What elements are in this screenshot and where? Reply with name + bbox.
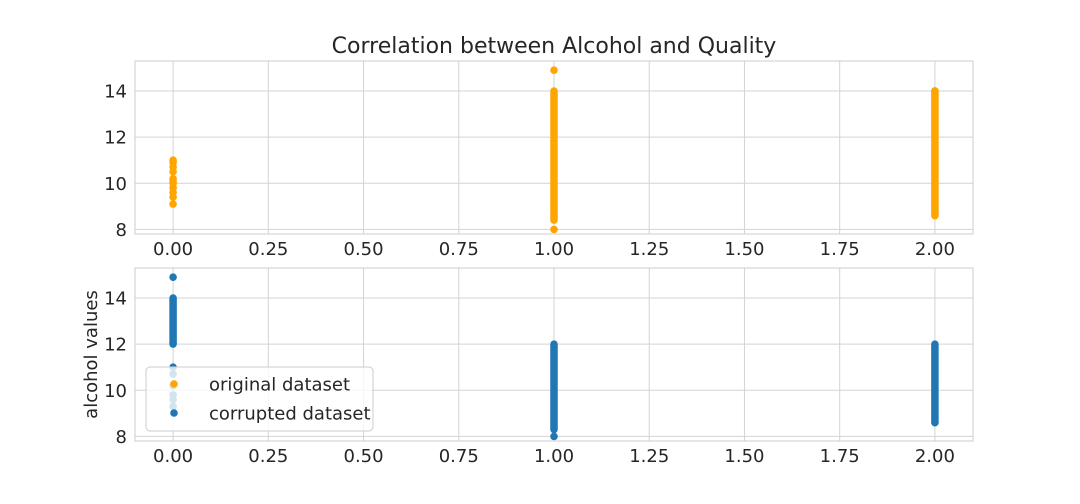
series-original-dataset bbox=[169, 66, 939, 234]
data-point bbox=[550, 432, 558, 441]
x-tick-label: 0.75 bbox=[439, 446, 479, 467]
chart-title: Correlation between Alcohol and Quality bbox=[332, 34, 777, 59]
x-tick-label: 1.75 bbox=[820, 446, 860, 467]
data-point bbox=[169, 200, 177, 208]
legend-marker bbox=[170, 380, 178, 388]
y-tick-label: 12 bbox=[104, 335, 127, 356]
legend-marker bbox=[170, 409, 178, 417]
plot-frame bbox=[134, 60, 974, 235]
x-tick-label: 0.25 bbox=[248, 446, 288, 467]
y-tick-label: 12 bbox=[104, 128, 127, 149]
panel-top: 0.00 0.25 0.50 0.75 1.00 1.25 1.50 1.75 2.00 8 10 1… bbox=[104, 60, 974, 260]
panels-layer: 0.00 0.25 0.50 0.75 1.00 1.25 1.50 1.75 2.00 8 10 1… bbox=[81, 60, 974, 467]
data-point bbox=[169, 273, 177, 282]
x-tick-label: 1.00 bbox=[534, 446, 574, 467]
x-tick-label: 0.00 bbox=[153, 446, 193, 467]
y-tick-label: 10 bbox=[104, 381, 127, 402]
data-point bbox=[169, 174, 177, 183]
data-point bbox=[550, 225, 558, 234]
x-tick-label: 1.50 bbox=[724, 446, 764, 467]
y-tick-label: 14 bbox=[104, 288, 127, 309]
x-tick-label: 0.50 bbox=[344, 239, 384, 260]
data-point bbox=[169, 156, 177, 164]
y-tick-label: 10 bbox=[104, 174, 127, 195]
data-point bbox=[550, 66, 558, 75]
data-point bbox=[931, 87, 939, 95]
legend-label: original dataset bbox=[209, 375, 350, 396]
y-tick-label: 8 bbox=[116, 220, 127, 241]
panel-bottom: 0.00 0.25 0.50 0.75 1.00 1.25 1.50 1.75 2.00 8 10 1… bbox=[81, 267, 974, 467]
y-tick-label: 14 bbox=[104, 81, 127, 102]
data-point bbox=[931, 418, 939, 427]
plot-frame bbox=[134, 267, 974, 442]
data-point bbox=[931, 211, 939, 220]
x-tick-label: 2.00 bbox=[915, 239, 955, 260]
y-axis-label: alcohol values bbox=[81, 290, 102, 419]
y-tick-label: 8 bbox=[116, 427, 127, 448]
x-tick-label: 1.25 bbox=[629, 446, 669, 467]
x-tick-label: 1.50 bbox=[724, 239, 764, 260]
x-tick-label: 0.25 bbox=[248, 239, 288, 260]
x-tick-label: 0.00 bbox=[153, 239, 193, 260]
x-tick-label: 1.25 bbox=[629, 239, 669, 260]
legend-box bbox=[145, 366, 374, 432]
legend: original dataset corrupted dataset bbox=[145, 366, 374, 432]
legend-label: corrupted dataset bbox=[209, 404, 371, 425]
x-tick-label: 0.75 bbox=[439, 239, 479, 260]
x-tick-label: 1.75 bbox=[820, 239, 860, 260]
x-tick-label: 1.00 bbox=[534, 239, 574, 260]
x-tick-label: 0.50 bbox=[344, 446, 384, 467]
x-tick-label: 2.00 bbox=[915, 446, 955, 467]
